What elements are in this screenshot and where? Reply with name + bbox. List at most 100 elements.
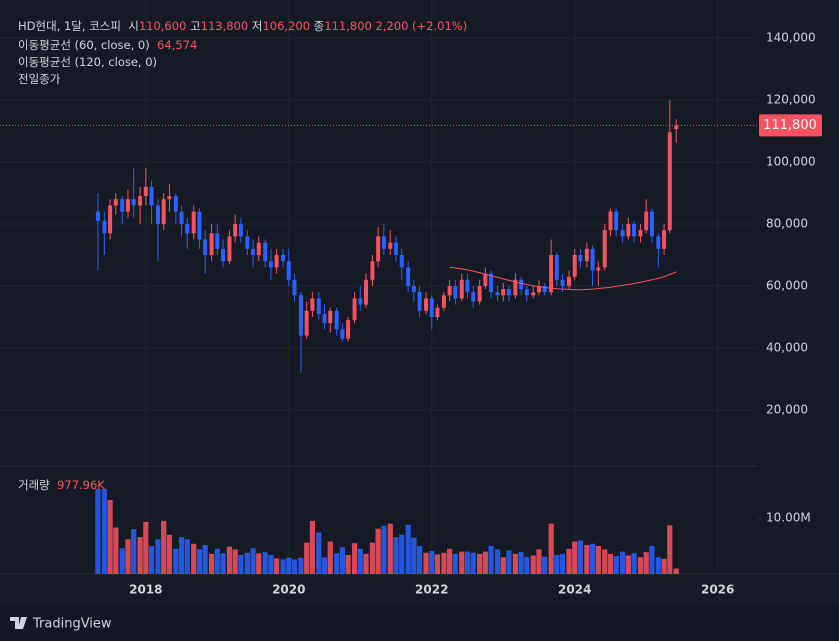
candle-body <box>590 248 595 271</box>
candle-body <box>352 298 357 321</box>
prev-close-label: 전일종가 <box>18 72 61 86</box>
volume-bar <box>95 488 101 574</box>
volume-bar <box>423 552 429 574</box>
candle-body <box>394 242 399 255</box>
volume-bar <box>298 557 304 574</box>
candle-body <box>346 320 351 339</box>
candle-body <box>406 267 411 286</box>
candle-body <box>233 223 238 237</box>
volume-bar <box>655 557 661 574</box>
volume-bar <box>196 549 203 574</box>
volume-bar <box>542 556 548 574</box>
candle-body <box>340 329 345 339</box>
volume-bar <box>357 548 363 574</box>
volume-bar <box>554 554 560 574</box>
volume-bar <box>447 548 453 574</box>
volume-bar <box>620 551 626 574</box>
candle-body <box>649 211 654 237</box>
volume-bar <box>161 520 167 574</box>
volume-bar <box>137 537 143 574</box>
candle-body <box>471 292 476 302</box>
candle-body <box>524 289 529 296</box>
candle-body <box>459 279 464 299</box>
x-tick-label: 2026 <box>701 583 734 597</box>
y-tick-label: 20,000 <box>766 402 808 416</box>
symbol: HD현대, 1달, 코스피 <box>18 19 121 33</box>
candle-body <box>644 211 649 231</box>
volume-bar <box>393 537 399 574</box>
legend-row: HD현대, 1달, 코스피 시110,600 고113,800 저106,200… <box>18 18 467 34</box>
candle-body <box>572 254 577 277</box>
candle-body <box>638 230 643 237</box>
indicator-row: 이동평균선 (60, close, 0) 64,574 <box>18 37 197 53</box>
volume-bar <box>434 554 441 574</box>
volume-bar <box>334 553 340 574</box>
indicator-name: 이동평균선 (60, close, 0) <box>18 38 150 52</box>
candle-body <box>376 236 381 262</box>
candle-body <box>477 285 482 302</box>
volume-bar <box>429 551 435 574</box>
candle-body <box>620 230 625 237</box>
candle-body <box>334 310 339 330</box>
ohlc-value: 110,600 <box>138 19 187 33</box>
change: 2,200 (+2.01%) <box>375 19 468 33</box>
volume-bar <box>191 543 197 574</box>
candle-body <box>203 239 208 255</box>
volume-bar <box>101 488 107 574</box>
candle-body <box>501 289 506 296</box>
volume-bar <box>250 548 256 574</box>
moving-average-line <box>449 266 677 291</box>
candle-body <box>131 199 136 206</box>
candle-body <box>596 267 601 271</box>
candle-body <box>251 248 256 255</box>
y-tick-label: 140,000 <box>766 30 816 44</box>
volume-bar <box>625 555 631 574</box>
volume-value: 977.96K <box>57 478 105 492</box>
candle-body <box>411 285 416 293</box>
volume-bar <box>602 549 608 574</box>
candle-body <box>191 211 196 234</box>
volume-bar <box>351 543 358 574</box>
volume-bar <box>548 523 554 574</box>
volume-bar <box>613 556 619 574</box>
volume-bar <box>595 546 601 574</box>
candle-body <box>519 279 524 290</box>
indicator-value: 64,574 <box>157 38 198 52</box>
volume-bar <box>244 552 250 574</box>
candle-body <box>399 254 404 268</box>
volume-bar <box>286 557 292 574</box>
candle-body <box>197 211 202 240</box>
candle-body <box>173 196 178 212</box>
ohlc-label: 저 <box>251 19 263 33</box>
candle-body <box>274 254 279 268</box>
volume-bar <box>262 552 268 574</box>
candle-body <box>667 132 672 231</box>
x-tick-label: 2018 <box>129 583 162 597</box>
volume-bar <box>309 520 315 574</box>
candle-body <box>113 199 118 206</box>
candle-body <box>263 242 268 262</box>
candle-body <box>531 292 536 296</box>
volume-bar <box>631 553 637 574</box>
candle-body <box>674 125 679 130</box>
volume-bar <box>339 547 346 574</box>
x-tick-label: 2022 <box>415 583 448 597</box>
volume-bar <box>202 544 208 574</box>
volume-bar <box>512 553 518 574</box>
candle-body <box>227 236 232 262</box>
volume-bar <box>584 544 590 574</box>
candle-body <box>268 261 273 268</box>
volume-bar <box>345 554 351 574</box>
ohlc-label: 고 <box>190 19 201 33</box>
logo-icon <box>10 617 27 629</box>
volume-bar <box>405 524 411 574</box>
last-price-label: 111,800 <box>763 118 817 133</box>
volume-bar <box>327 541 333 574</box>
candle-body <box>138 196 143 206</box>
candle-body <box>304 310 309 336</box>
candle-body <box>155 205 160 224</box>
volume-bar <box>256 553 262 574</box>
candle-body <box>209 233 214 255</box>
volume-bar <box>316 532 322 574</box>
